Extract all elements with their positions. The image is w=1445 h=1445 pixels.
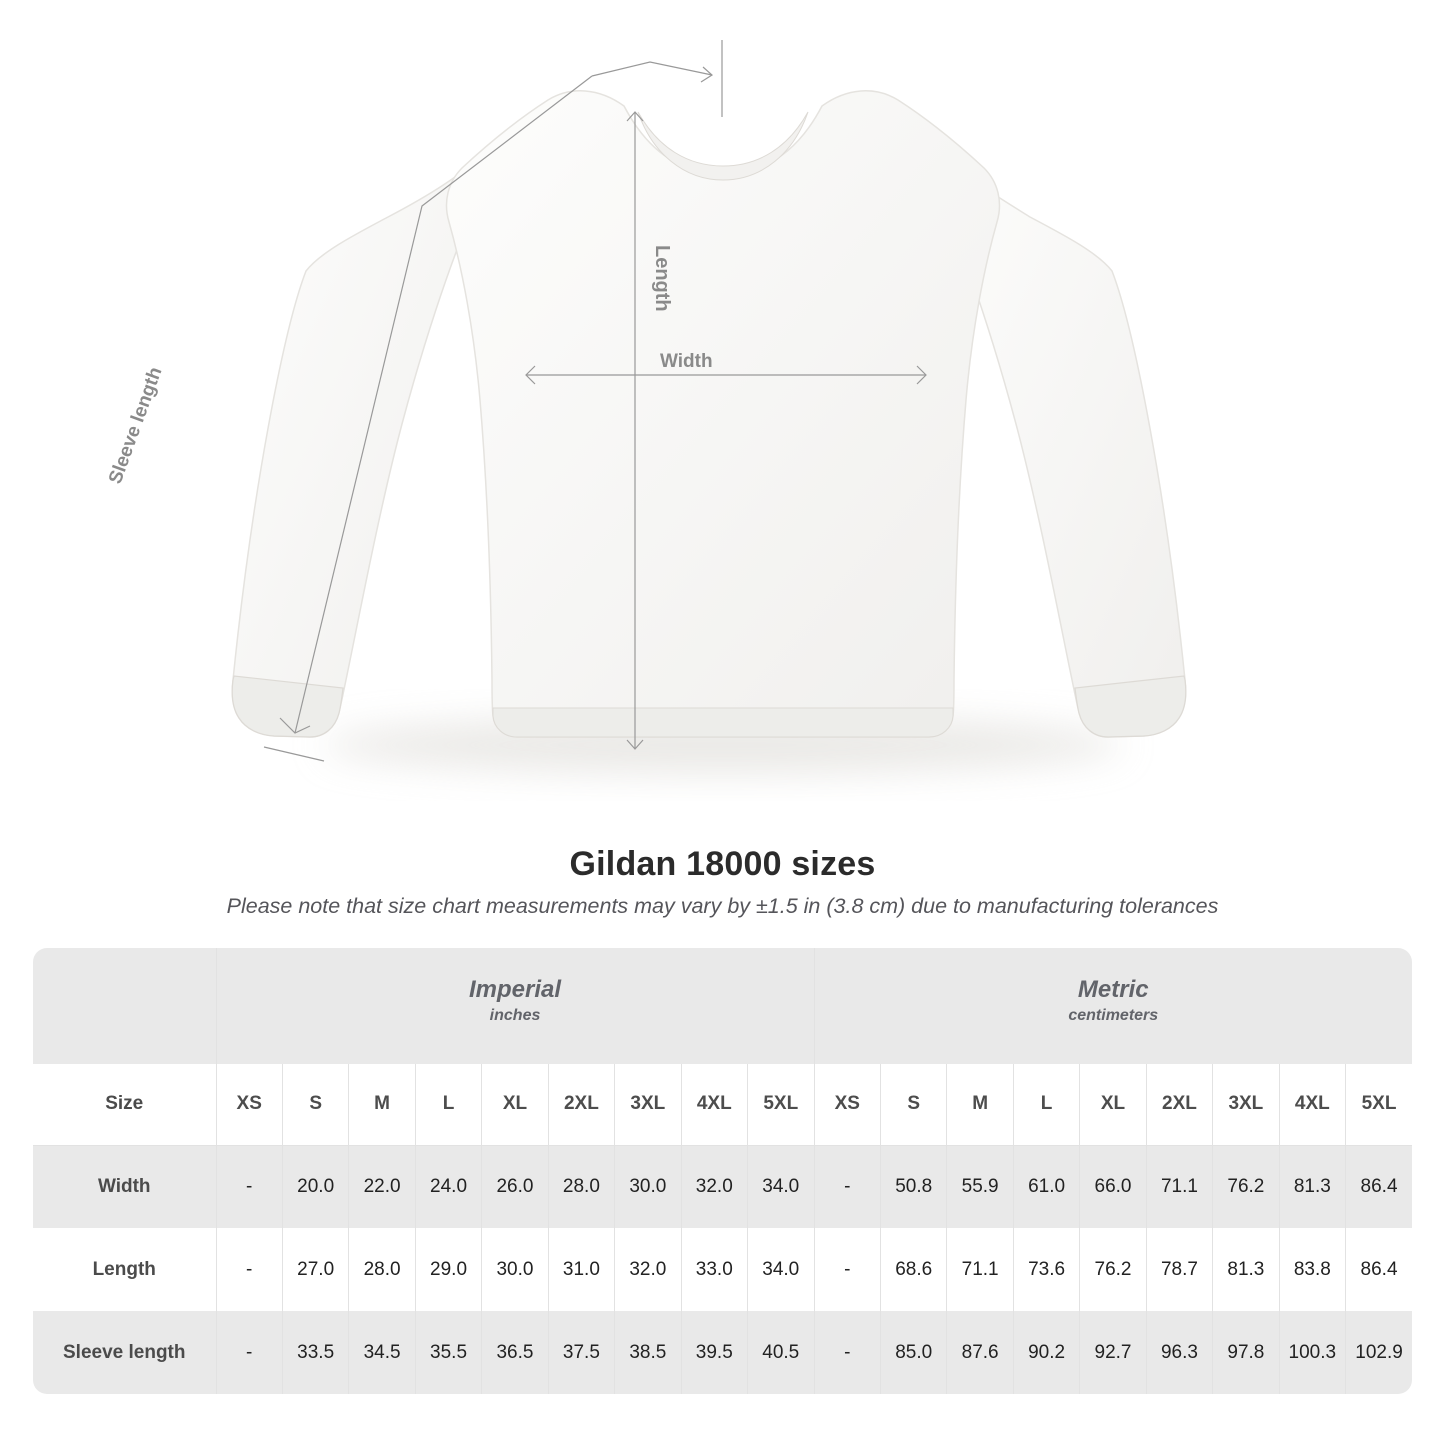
svg-text:Width: Width xyxy=(660,351,713,372)
svg-text:Sleeve length: Sleeve length xyxy=(105,364,167,486)
svg-text:Length: Length xyxy=(651,245,673,312)
